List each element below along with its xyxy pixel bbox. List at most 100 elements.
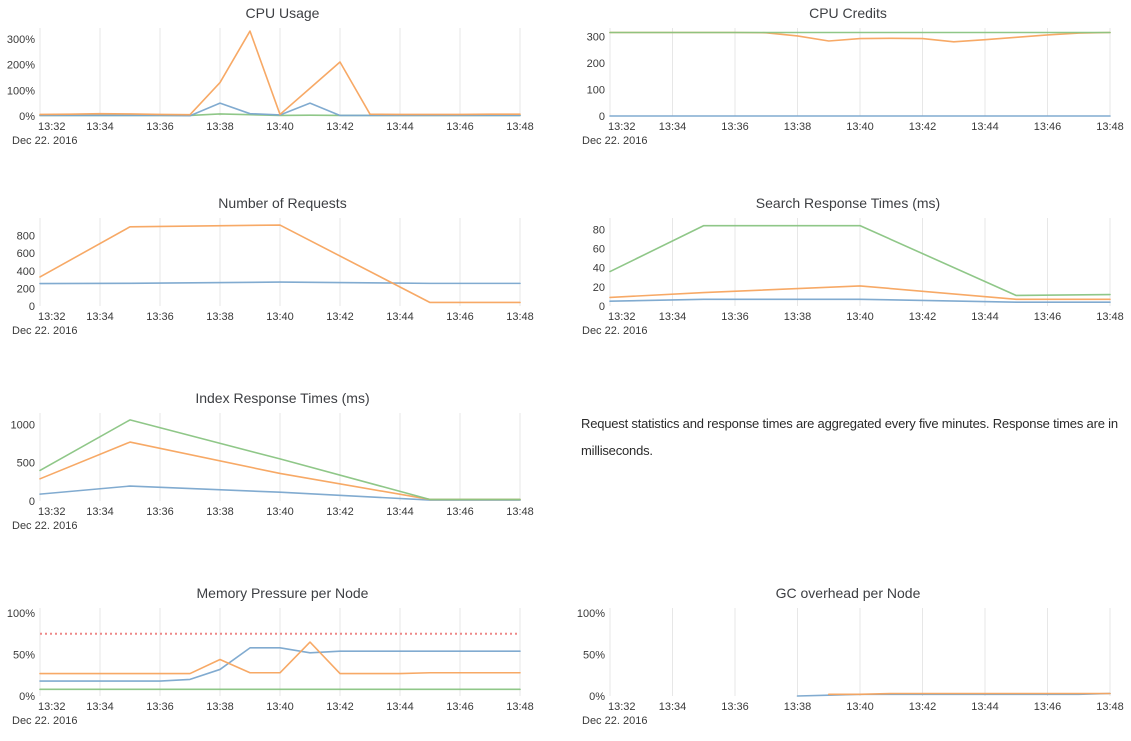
svg-text:13:36: 13:36 <box>146 506 174 518</box>
svg-text:13:36: 13:36 <box>146 701 174 713</box>
svg-text:400: 400 <box>17 266 35 278</box>
svg-text:13:48: 13:48 <box>1096 701 1124 713</box>
svg-text:0: 0 <box>599 301 605 313</box>
svg-text:13:40: 13:40 <box>266 701 294 713</box>
svg-text:13:36: 13:36 <box>721 701 749 713</box>
chart-memory-pressure: Memory Pressure per Node 13:32 13:34 13:36… <box>0 580 565 741</box>
svg-text:13:38: 13:38 <box>784 701 812 713</box>
svg-text:500: 500 <box>17 458 35 470</box>
svg-text:13:44: 13:44 <box>971 701 999 713</box>
svg-text:0: 0 <box>29 496 35 508</box>
svg-text:13:44: 13:44 <box>386 311 414 323</box>
svg-text:0: 0 <box>599 111 605 123</box>
svg-text:13:38: 13:38 <box>784 121 812 133</box>
svg-text:800: 800 <box>17 231 35 243</box>
svg-text:13:36: 13:36 <box>146 311 174 323</box>
aggregation-note: Request statistics and response times ar… <box>581 416 1118 458</box>
svg-text:13:32: 13:32 <box>608 311 636 323</box>
svg-text:13:34: 13:34 <box>86 506 114 518</box>
svg-text:13:40: 13:40 <box>846 121 874 133</box>
svg-text:13:38: 13:38 <box>206 121 234 133</box>
svg-text:13:32: 13:32 <box>38 701 66 713</box>
svg-text:80: 80 <box>593 224 605 236</box>
svg-text:13:34: 13:34 <box>86 311 114 323</box>
gc-overhead-plot: 13:32 13:34 13:36 13:38 13:40 13:42 13:44 13:46… <box>577 608 1124 727</box>
number-of-requests-plot: 13:32 13:34 13:36 13:38 13:40 13:42 13:44 13:46… <box>12 218 534 337</box>
chart-gc-overhead: GC overhead per Node 13:32 13:34 13:36 13:3… <box>565 580 1131 741</box>
svg-text:13:44: 13:44 <box>971 121 999 133</box>
chart-cpu-usage: CPU Usage 13:32 13:34 13:36 13:38 13:40 13:42… <box>0 0 565 160</box>
svg-text:13:46: 13:46 <box>446 311 474 323</box>
svg-text:13:48: 13:48 <box>506 311 534 323</box>
svg-text:13:34: 13:34 <box>86 121 114 133</box>
svg-text:13:44: 13:44 <box>386 121 414 133</box>
svg-text:600: 600 <box>17 248 35 260</box>
svg-text:Dec 22. 2016: Dec 22. 2016 <box>12 325 77 337</box>
svg-text:13:46: 13:46 <box>1034 701 1062 713</box>
svg-text:300%: 300% <box>7 34 35 46</box>
chart-index-response-times: Index Response Times (ms) 13:32 13:34 13:3… <box>0 385 565 550</box>
svg-text:13:48: 13:48 <box>1096 311 1124 323</box>
svg-text:13:40: 13:40 <box>266 311 294 323</box>
svg-text:13:36: 13:36 <box>721 121 749 133</box>
chart-title: Index Response Times (ms) <box>195 390 370 406</box>
svg-text:0: 0 <box>29 301 35 313</box>
svg-text:13:36: 13:36 <box>146 121 174 133</box>
svg-text:100%: 100% <box>7 85 35 97</box>
index-response-times-plot: 13:32 13:34 13:36 13:38 13:40 13:42 13:44 13:46… <box>11 413 534 532</box>
svg-text:13:48: 13:48 <box>1096 121 1124 133</box>
svg-text:13:46: 13:46 <box>446 701 474 713</box>
svg-text:13:46: 13:46 <box>1034 311 1062 323</box>
svg-text:100: 100 <box>587 84 605 96</box>
svg-text:20: 20 <box>593 282 605 294</box>
svg-text:13:40: 13:40 <box>266 506 294 518</box>
svg-text:Dec 22. 2016: Dec 22. 2016 <box>582 715 647 727</box>
svg-text:13:44: 13:44 <box>971 311 999 323</box>
svg-text:13:36: 13:36 <box>721 311 749 323</box>
chart-cpu-credits: CPU Credits 13:32 13:34 13:36 13:38 13:40 13:… <box>565 0 1131 160</box>
chart-title: Search Response Times (ms) <box>755 195 941 211</box>
svg-text:60: 60 <box>593 244 605 256</box>
svg-text:200: 200 <box>587 58 605 70</box>
svg-text:13:42: 13:42 <box>326 701 354 713</box>
svg-text:13:34: 13:34 <box>659 311 687 323</box>
svg-text:13:34: 13:34 <box>659 701 687 713</box>
svg-text:Dec 22. 2016: Dec 22. 2016 <box>12 520 77 532</box>
svg-text:13:38: 13:38 <box>784 311 812 323</box>
svg-text:0%: 0% <box>19 691 35 703</box>
memory-pressure-plot: 13:32 13:34 13:36 13:38 13:40 13:42 13:44 13:46… <box>7 608 534 727</box>
svg-text:13:42: 13:42 <box>909 311 937 323</box>
cpu-credits-plot: 13:32 13:34 13:36 13:38 13:40 13:42 13:44 13:46… <box>582 28 1124 147</box>
svg-text:0%: 0% <box>589 691 605 703</box>
svg-text:200: 200 <box>17 283 35 295</box>
svg-text:Dec 22. 2016: Dec 22. 2016 <box>12 135 77 147</box>
chart-title: CPU Usage <box>245 5 320 21</box>
svg-text:0%: 0% <box>19 111 35 123</box>
svg-text:13:46: 13:46 <box>1034 121 1062 133</box>
chart-title: GC overhead per Node <box>775 585 921 601</box>
search-response-times-plot: 13:32 13:34 13:36 13:38 13:40 13:42 13:44 13:46… <box>582 218 1124 337</box>
svg-text:13:44: 13:44 <box>386 506 414 518</box>
svg-text:300: 300 <box>587 31 605 43</box>
svg-text:13:40: 13:40 <box>846 701 874 713</box>
svg-text:13:38: 13:38 <box>206 506 234 518</box>
svg-text:100%: 100% <box>577 608 605 620</box>
svg-text:13:38: 13:38 <box>206 311 234 323</box>
chart-title: Memory Pressure per Node <box>196 585 369 601</box>
svg-text:13:34: 13:34 <box>86 701 114 713</box>
svg-text:13:48: 13:48 <box>506 506 534 518</box>
svg-text:13:42: 13:42 <box>326 121 354 133</box>
svg-text:13:42: 13:42 <box>909 121 937 133</box>
svg-text:13:32: 13:32 <box>608 701 636 713</box>
svg-text:100%: 100% <box>7 608 35 620</box>
svg-text:13:32: 13:32 <box>38 506 66 518</box>
svg-text:13:46: 13:46 <box>446 506 474 518</box>
svg-text:13:40: 13:40 <box>846 311 874 323</box>
note-cell: Request statistics and response times ar… <box>565 385 1131 550</box>
svg-text:Dec 22. 2016: Dec 22. 2016 <box>12 715 77 727</box>
chart-title: Number of Requests <box>218 195 347 211</box>
svg-text:50%: 50% <box>583 649 605 661</box>
svg-text:13:42: 13:42 <box>326 311 354 323</box>
svg-text:13:42: 13:42 <box>326 506 354 518</box>
